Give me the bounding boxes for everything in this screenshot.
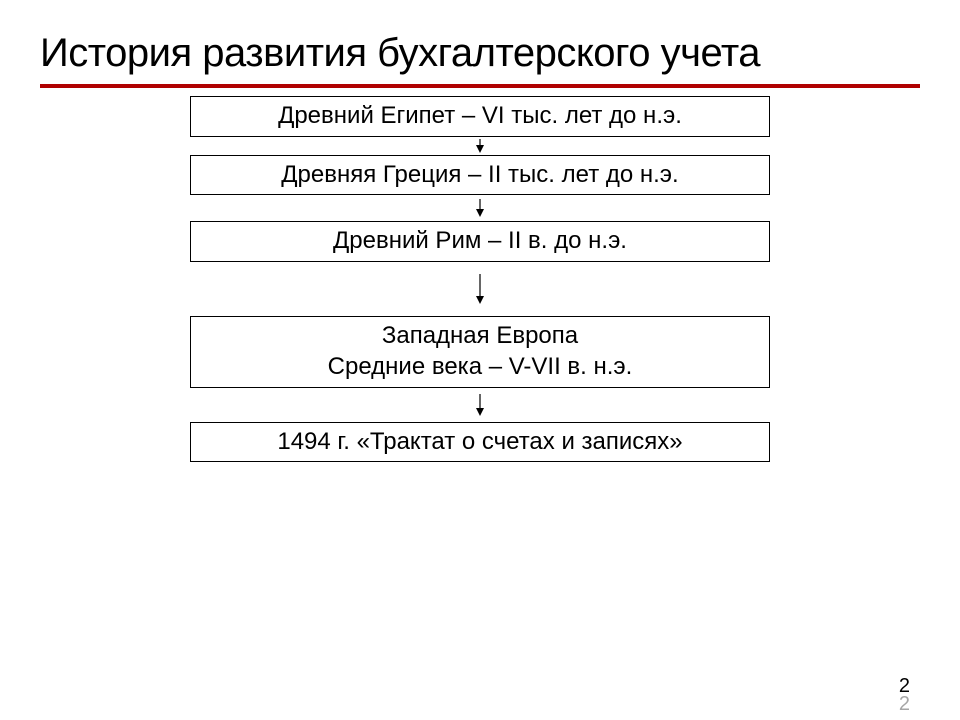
flow-box: Древний Египет – VI тыс. лет до н.э.	[190, 96, 770, 137]
flow-arrow	[472, 137, 488, 155]
slide: История развития бухгалтерского учета Др…	[0, 0, 960, 720]
flow-box: 1494 г. «Трактат о счетах и записях»	[190, 422, 770, 463]
slide-title: История развития бухгалтерского учета	[40, 28, 920, 78]
flow-arrow	[472, 195, 488, 221]
flow-arrow	[472, 388, 488, 422]
flow-box: Древняя Греция – II тыс. лет до н.э.	[190, 155, 770, 196]
page-number-light: 2	[899, 693, 910, 716]
flow-arrow	[472, 262, 488, 316]
title-underline	[40, 84, 920, 88]
flow-box: Древний Рим – II в. до н.э.	[190, 221, 770, 262]
flowchart: Древний Египет – VI тыс. лет до н.э. Дре…	[40, 96, 920, 462]
flow-box: Западная ЕвропаСредние века – V-VII в. н…	[190, 316, 770, 387]
